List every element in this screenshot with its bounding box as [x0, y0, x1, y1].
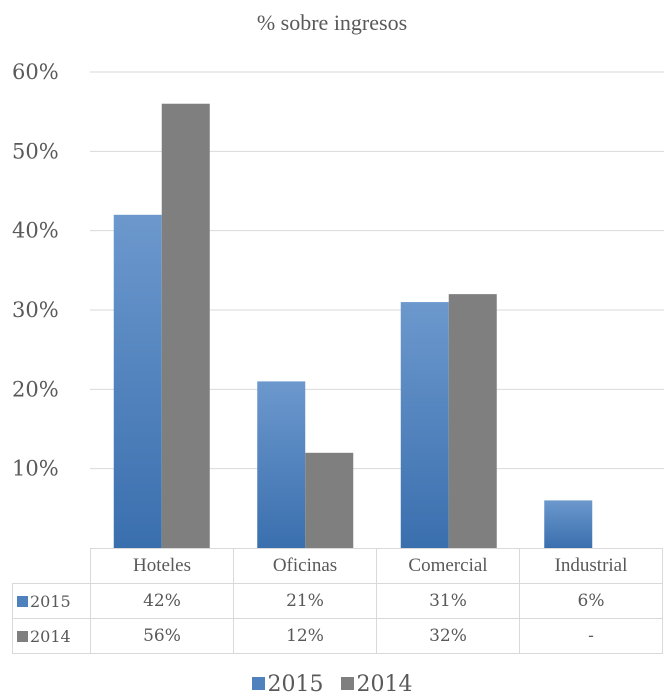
category-label-oficinas: Oficinas [233, 548, 377, 584]
y-tick-label: 60% [12, 60, 59, 84]
data-table-row-2014: 2014 56% 12% 32% - [12, 618, 663, 654]
data-table-corner [12, 548, 91, 584]
bar-2015-hoteles [113, 214, 162, 548]
category-label-hoteles: Hoteles [90, 548, 234, 584]
data-cell: 12% [233, 618, 377, 654]
series-2015-swatch [17, 595, 28, 607]
legend-item-2015: 2015 [251, 672, 324, 697]
data-cell: 31% [376, 583, 520, 619]
chart-legend: 2015 2014 [0, 672, 664, 697]
data-table-row-label: 2014 [12, 618, 91, 654]
y-tick-label: 30% [12, 298, 59, 322]
data-table: Hoteles Oficinas Comercial Industrial 20… [12, 548, 663, 654]
legend-swatch-2014 [340, 677, 354, 690]
data-cell: 21% [233, 583, 377, 619]
data-cell: - [519, 618, 663, 654]
data-table-header-row: Hoteles Oficinas Comercial Industrial [12, 548, 663, 584]
bar-2015-comercial [400, 302, 449, 548]
bar-2015-industrial [544, 500, 593, 548]
y-tick-label: 10% [12, 457, 59, 481]
bar-2014-comercial [448, 294, 497, 548]
data-cell: 42% [90, 583, 234, 619]
chart-title: % sobre ingresos [256, 10, 408, 35]
data-cell: 6% [519, 583, 663, 619]
legend-label-2014: 2014 [356, 672, 413, 697]
y-tick-label: - [12, 536, 19, 548]
legend-item-2014: 2014 [340, 672, 413, 697]
bar-chart: - 10% 20% 30% 40% 50% 60% [12, 60, 664, 548]
data-table-row-2015: 2015 42% 21% 31% 6% [12, 583, 663, 619]
legend-label-2015: 2015 [267, 672, 324, 697]
data-cell: 32% [376, 618, 520, 654]
category-label-comercial: Comercial [376, 548, 520, 584]
y-tick-label: 40% [12, 219, 59, 243]
bar-2015-oficinas [257, 381, 306, 548]
series-2014-name: 2014 [30, 626, 71, 646]
y-tick-label: 20% [12, 377, 59, 401]
data-cell: 56% [90, 618, 234, 654]
series-2014-swatch [17, 630, 28, 642]
legend-swatch-2015 [251, 677, 265, 690]
category-label-industrial: Industrial [519, 548, 663, 584]
y-tick-label: 50% [12, 139, 59, 163]
bar-2014-hoteles [161, 103, 210, 548]
series-2015-name: 2015 [30, 591, 71, 611]
data-table-row-label: 2015 [12, 583, 91, 619]
bar-2014-oficinas [305, 452, 354, 548]
